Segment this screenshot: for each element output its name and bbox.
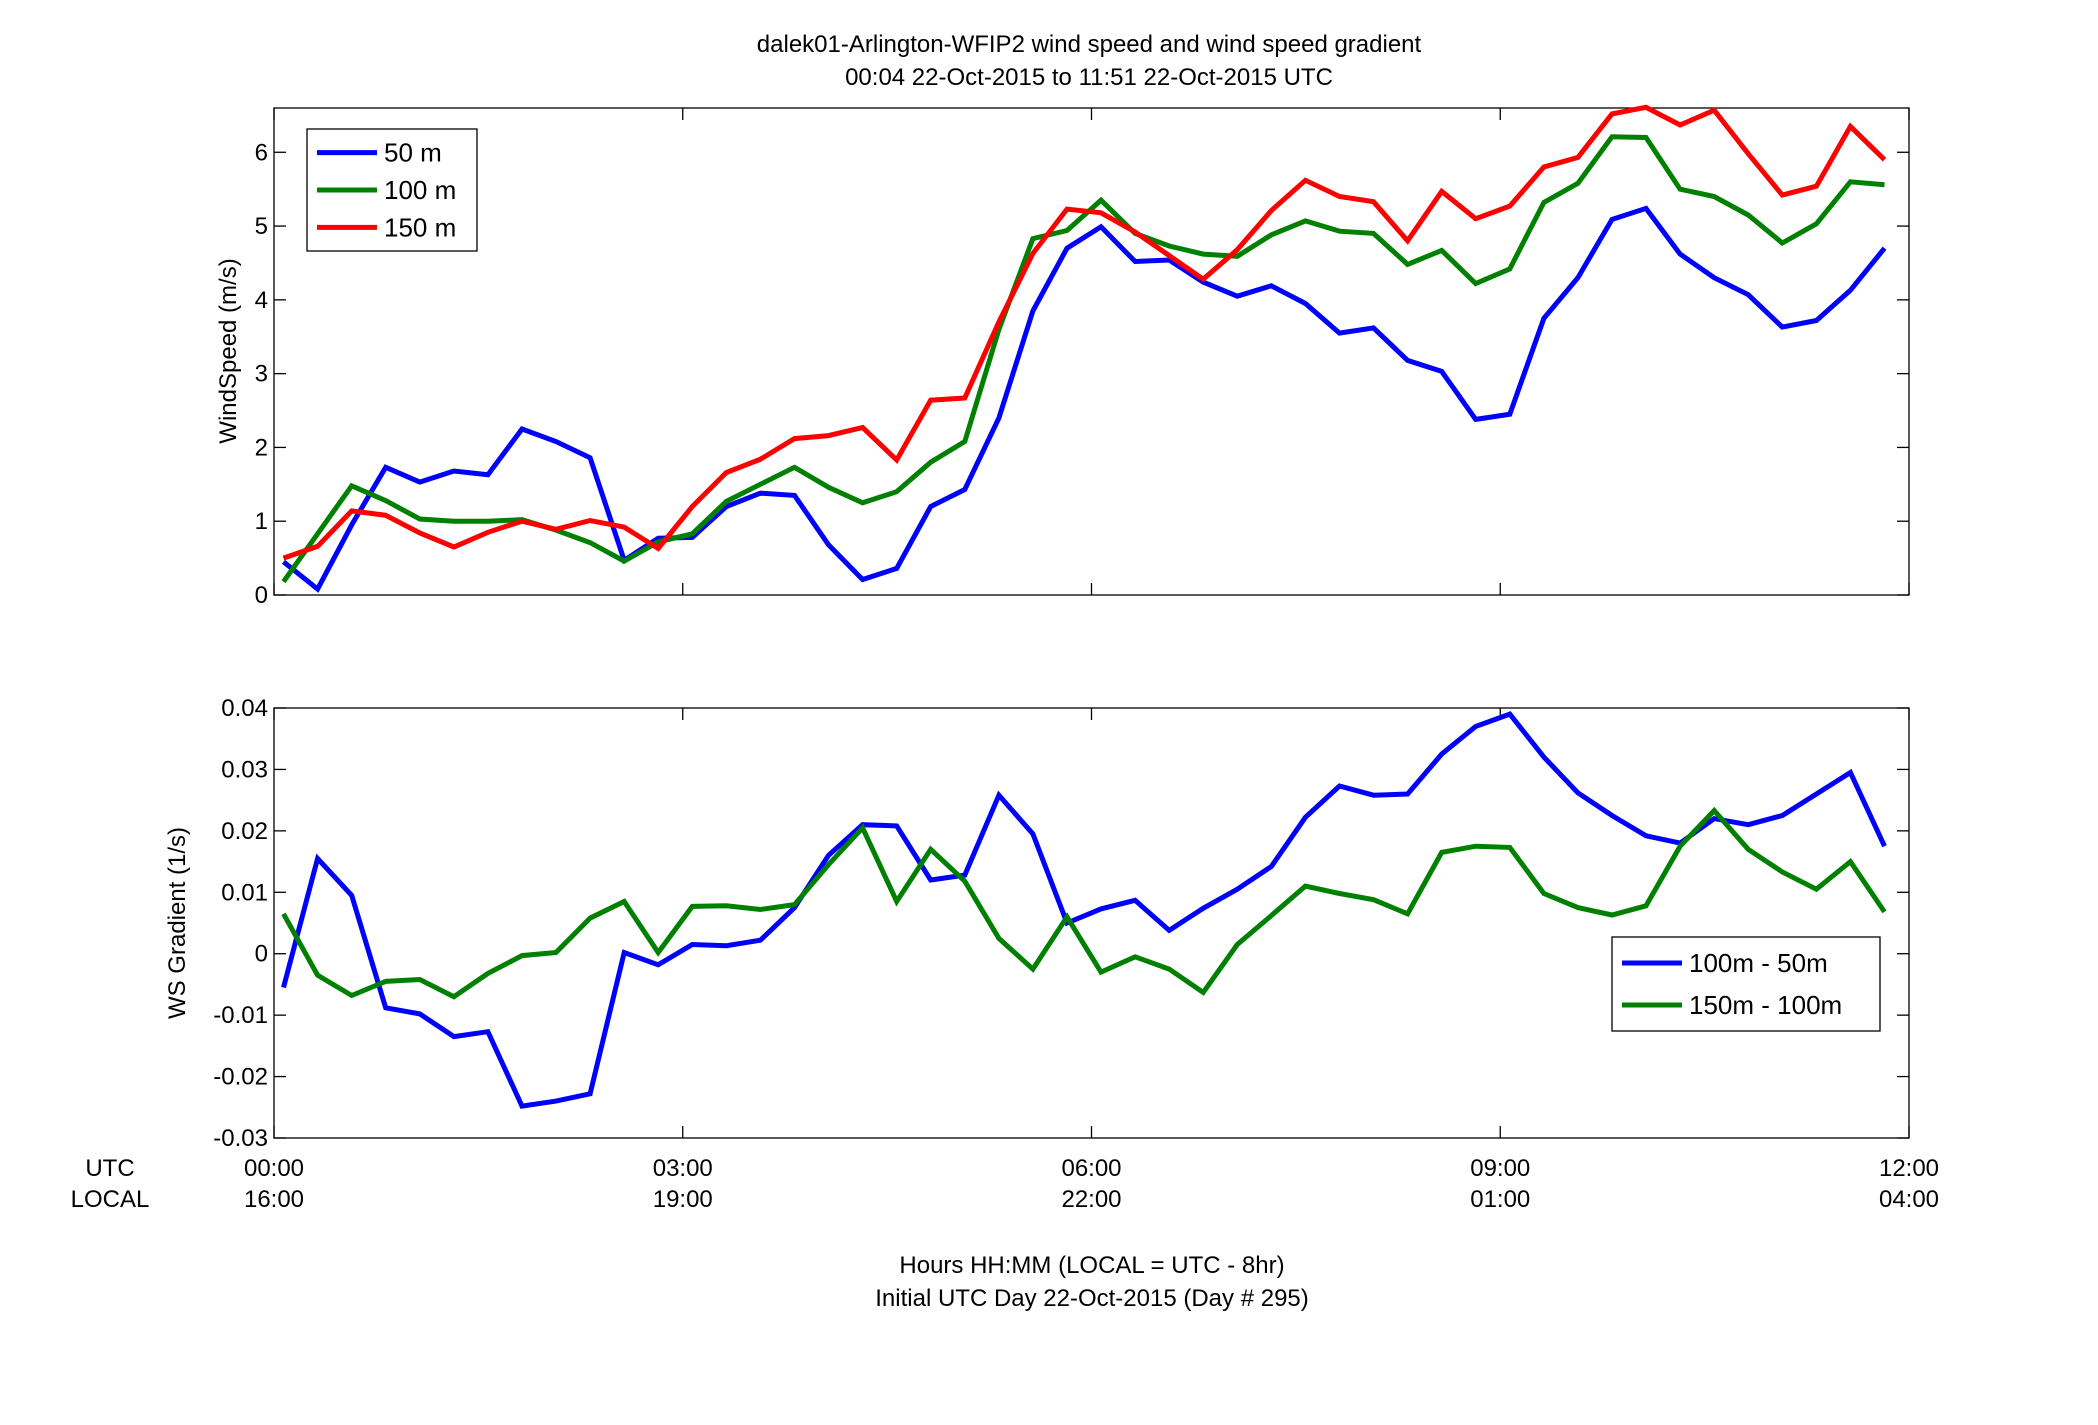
- series-line-150m-100m: [281, 806, 1887, 1000]
- y-tick-label: 0: [255, 582, 268, 609]
- legend-box: [1611, 936, 1881, 1032]
- y-tick-label: 0.04: [221, 695, 268, 722]
- wind-speed-axes: 0 1 2 3 4 5 6 WindSpeed (m/s) 50 m 100 m 150 m: [215, 104, 1910, 609]
- x-tick-label-utc: 03:00: [653, 1155, 713, 1182]
- y-tick-label: 4: [255, 287, 268, 314]
- y-tick-label: 0.02: [221, 818, 268, 845]
- y-tick-label: -0.01: [213, 1002, 268, 1029]
- wind-speed-ylabel: WindSpeed (m/s): [215, 258, 242, 443]
- x-axis-sublabel: Initial UTC Day 22-Oct-2015 (Day # 295): [875, 1285, 1309, 1312]
- x-tick-label-local: 01:00: [1470, 1186, 1530, 1213]
- x-tick-label-local: 19:00: [653, 1186, 713, 1213]
- series-line-50-m: [281, 205, 1887, 593]
- y-tick-label: 1: [255, 508, 268, 535]
- ws-gradient-plot-area: [273, 707, 1910, 1139]
- wind-speed-ticks: 0 1 2 3 4 5 6: [255, 108, 1910, 609]
- wind-speed-plot-area: [273, 107, 1910, 596]
- y-tick-label: -0.03: [213, 1125, 268, 1152]
- series-line-150-m: [282, 104, 1887, 561]
- local-row-label: LOCAL: [71, 1186, 150, 1213]
- y-tick-label: -0.02: [213, 1064, 268, 1091]
- legend-label: 50 m: [384, 138, 442, 168]
- ws-gradient-legend: 100m - 50m 150m - 100m: [1611, 936, 1881, 1032]
- legend-label: 100 m: [384, 175, 456, 205]
- y-tick-label: 5: [255, 213, 268, 240]
- wind-speed-legend: 50 m 100 m 150 m: [306, 128, 478, 252]
- ws-gradient-series: [281, 711, 1887, 1109]
- y-tick-label: 0.01: [221, 879, 268, 906]
- y-tick-label: 6: [255, 139, 268, 166]
- x-tick-label-local: 22:00: [1061, 1186, 1121, 1213]
- x-axis-label: Hours HH:MM (LOCAL = UTC - 8hr): [899, 1252, 1284, 1279]
- x-tick-label-utc: 06:00: [1061, 1155, 1121, 1182]
- legend-label: 150m - 100m: [1689, 990, 1842, 1020]
- chart-subtitle: 00:04 22-Oct-2015 to 11:51 22-Oct-2015 U…: [845, 64, 1333, 91]
- ws-gradient-ylabel: WS Gradient (1/s): [164, 827, 191, 1019]
- y-tick-label: 0.03: [221, 756, 268, 783]
- utc-row-label: UTC: [85, 1155, 134, 1182]
- x-tick-label-local: 04:00: [1879, 1186, 1939, 1213]
- y-tick-label: 0: [255, 941, 268, 968]
- x-tick-label-utc: 00:00: [244, 1155, 304, 1182]
- x-tick-label-local: 16:00: [244, 1186, 304, 1213]
- legend-label: 100m - 50m: [1689, 948, 1828, 978]
- y-tick-label: 3: [255, 361, 268, 388]
- x-tick-label-utc: 12:00: [1879, 1155, 1939, 1182]
- x-tick-labels: 00:00 16:00 03:00 19:00 06:00 22:00 09:00 01:00…: [244, 1155, 1939, 1213]
- chart-title: dalek01-Arlington-WFIP2 wind speed and w…: [757, 31, 1422, 58]
- ws-gradient-axes: -0.03 -0.02 -0.01 0 0.01 0.02 0.03 0.04 WS Grad…: [164, 695, 1910, 1152]
- x-tick-label-utc: 09:00: [1470, 1155, 1530, 1182]
- y-tick-label: 2: [255, 434, 268, 461]
- ws-gradient-ticks: -0.03 -0.02 -0.01 0 0.01 0.02 0.03 0.04: [213, 695, 1910, 1152]
- series-line-100m-50m: [281, 711, 1887, 1109]
- wind-speed-series: [281, 104, 1887, 593]
- legend-label: 150 m: [384, 212, 456, 242]
